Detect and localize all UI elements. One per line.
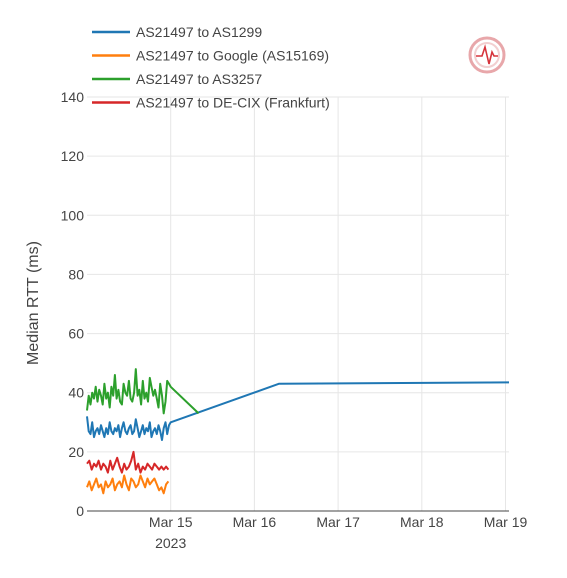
y-axis-label: Median RTT (ms) (25, 241, 42, 365)
x-tick-sublabel: 2023 (155, 535, 186, 551)
x-tick-label: Mar 15 (149, 514, 193, 530)
y-tick-label: 0 (76, 503, 84, 519)
series-line (86, 474, 170, 495)
y-tick-label: 60 (68, 326, 84, 342)
y-tick-label: 80 (68, 266, 84, 282)
y-tick-label: 40 (68, 385, 84, 401)
y-tick-label: 20 (68, 444, 84, 460)
legend-entry: AS21497 to AS1299 (136, 24, 262, 40)
series-line (86, 450, 170, 474)
y-tick-label: 100 (61, 207, 85, 223)
y-tick-label: 140 (61, 89, 85, 105)
series-line (86, 368, 200, 415)
legend: AS21497 to AS1299 AS21497 to Google (AS15… (92, 24, 330, 111)
x-tick-label: Mar 17 (316, 514, 360, 530)
heartbeat-logo-icon[interactable] (468, 36, 506, 74)
series-line (86, 381, 510, 441)
x-tick-label: Mar 16 (233, 514, 277, 530)
legend-entry: AS21497 to DE-CIX (Frankfurt) (136, 95, 330, 111)
axis-layer: 0 20 40 60 80 100 120 140 Mar 15 2023 Mar 16 Mar 17… (61, 89, 528, 551)
x-tick-label: Mar 18 (400, 514, 444, 530)
grid-layer (87, 96, 509, 511)
legend-entry: AS21497 to Google (AS15169) (136, 48, 329, 64)
legend-entry: AS21497 to AS3257 (136, 71, 262, 87)
series-layer (86, 368, 510, 495)
y-tick-label: 120 (61, 148, 85, 164)
x-tick-label: Mar 19 (484, 514, 528, 530)
